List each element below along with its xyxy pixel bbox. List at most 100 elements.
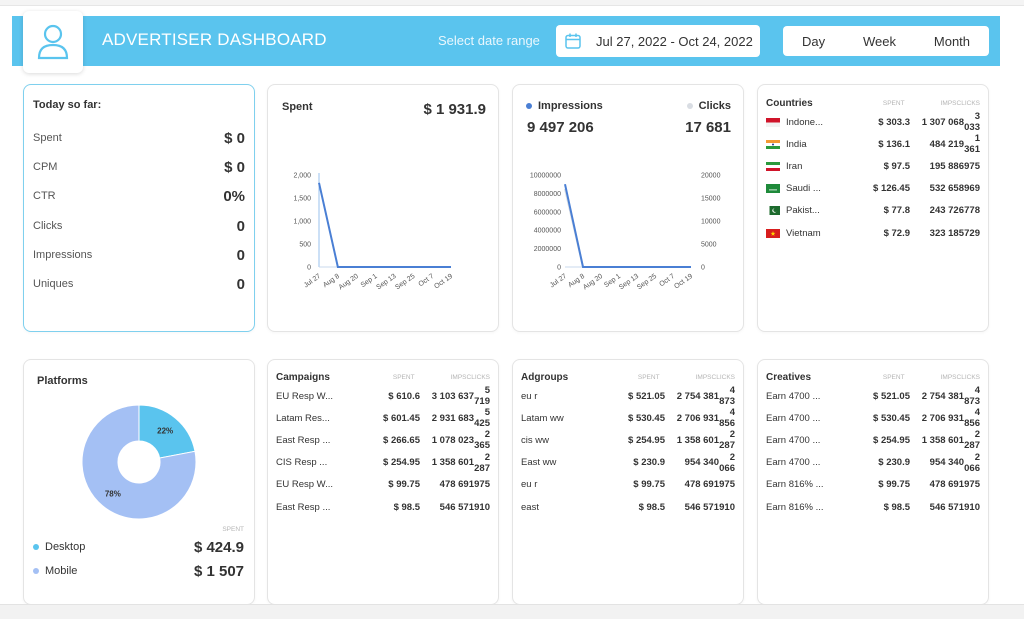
table-row[interactable]: Latam Res... $ 601.45 2 931 683 5 425: [276, 407, 490, 429]
platform-desktop: Desktop: [33, 541, 85, 553]
table-row[interactable]: eu r $ 521.05 2 754 381 4 873: [521, 385, 735, 407]
table-row[interactable]: CIS Resp ... $ 254.95 1 358 601 2 287: [276, 452, 490, 474]
table-row[interactable]: Earn 816% ... $ 99.75 478 691 975: [766, 474, 980, 496]
table-row[interactable]: Latam ww $ 530.45 2 706 931 4 856: [521, 407, 735, 429]
table-row[interactable]: Earn 4700 ... $ 230.9 954 340 2 066: [766, 452, 980, 474]
table-row[interactable]: East Resp ... $ 266.65 1 078 023 2 365: [276, 429, 490, 451]
right-y-tick-label: 5000: [701, 242, 717, 249]
row-clicks: 4 873: [964, 385, 980, 408]
table-row[interactable]: Earn 4700 ... $ 254.95 1 358 601 2 287: [766, 429, 980, 451]
row-name: Earn 4700 ...: [766, 457, 821, 469]
table-row[interactable]: Pakist... $ 77.8 243 726 778: [766, 200, 980, 222]
row-clicks: 729: [964, 227, 980, 239]
row-name: Pakist...: [766, 205, 850, 216]
table-row[interactable]: East Resp ... $ 98.5 546 571 910: [276, 496, 490, 518]
column-imps: IMPS: [940, 99, 957, 107]
today-row: Clicks 0: [33, 215, 245, 237]
period-week-button[interactable]: Week: [862, 33, 896, 49]
row-name: Earn 816% ...: [766, 479, 824, 491]
period-month-button[interactable]: Month: [933, 33, 971, 49]
user-icon: [37, 24, 69, 60]
table-row[interactable]: India $ 136.1 484 219 1 361: [766, 133, 980, 155]
row-imps: 2 706 931: [676, 412, 719, 424]
period-day-button[interactable]: Day: [801, 33, 826, 49]
today-row: CPM $ 0: [33, 156, 245, 178]
table-row[interactable]: EU Resp W... $ 99.75 478 691 975: [276, 474, 490, 496]
clicks-legend: Clicks: [686, 100, 731, 112]
row-clicks: 4 856: [964, 407, 980, 430]
y-tick-label: 1,500: [293, 196, 311, 203]
table-row[interactable]: east $ 98.5 546 571 910: [521, 496, 735, 518]
table-row[interactable]: Saudi ... $ 126.45 532 658 969: [766, 178, 980, 200]
row-spent: $ 254.95: [383, 457, 420, 469]
row-spent: $ 610.6: [388, 390, 420, 402]
header-bar: ADVERTISER DASHBOARD Select date range J…: [12, 11, 1000, 73]
row-name: India: [766, 139, 850, 150]
table-row[interactable]: cis ww $ 254.95 1 358 601 2 287: [521, 429, 735, 451]
row-clicks: 5 719: [474, 385, 490, 408]
creatives-title: Creatives: [766, 371, 812, 383]
calendar-icon: [560, 28, 586, 54]
row-spent: $ 254.95: [628, 434, 665, 446]
table-row[interactable]: Vietnam $ 72.9 323 185 729: [766, 222, 980, 244]
row-name: Earn 4700 ...: [766, 412, 821, 424]
row-clicks: 3 033: [964, 111, 980, 134]
row-imps: 484 219: [929, 138, 964, 150]
avatar[interactable]: [23, 11, 83, 73]
row-spent: $ 530.45: [873, 412, 910, 424]
creatives-header: Creatives SPENT IMPS CLICKS: [766, 369, 980, 385]
platform-row-desktop: Desktop $ 424.9: [33, 536, 244, 558]
left-y-tick-label: 2000000: [534, 246, 561, 253]
row-imps: 2 931 683: [431, 412, 474, 424]
mobile-slice-label: 78%: [105, 490, 121, 499]
vietnam-flag-icon: [766, 228, 780, 238]
row-imps: 1 358 601: [676, 434, 719, 446]
row-name: CIS Resp ...: [276, 457, 328, 469]
row-spent: $ 601.45: [383, 412, 420, 424]
row-imps: 1 358 601: [921, 434, 964, 446]
row-imps: 478 691: [684, 479, 719, 491]
date-range-picker[interactable]: Jul 27, 2022 - Oct 24, 2022: [556, 25, 760, 57]
row-name: East Resp ...: [276, 501, 331, 513]
y-tick-label: 0: [307, 265, 311, 272]
column-spent: SPENT: [392, 373, 415, 381]
row-name: Iran: [766, 161, 850, 172]
table-row[interactable]: Earn 4700 ... $ 530.45 2 706 931 4 856: [766, 407, 980, 429]
table-row[interactable]: East ww $ 230.9 954 340 2 066: [521, 452, 735, 474]
impressions-chart: 0 2000000 4000000 6000000 8000000 10000000 0 50…: [530, 173, 721, 292]
clicks-total: 17 681: [685, 119, 731, 136]
today-value: $ 0: [224, 158, 245, 176]
table-row[interactable]: EU Resp W... $ 610.6 3 103 637 5 719: [276, 385, 490, 407]
impressions-dot: [526, 103, 532, 110]
clicks-label: Clicks: [698, 100, 731, 112]
countries-title: Countries: [766, 97, 813, 109]
table-row[interactable]: Earn 816% ... $ 98.5 546 571 910: [766, 496, 980, 518]
column-imps: IMPS: [940, 373, 957, 381]
row-imps: 478 691: [439, 479, 474, 491]
today-value: 0: [236, 275, 245, 293]
today-row: CTR 0%: [33, 185, 245, 207]
row-name: Earn 4700 ...: [766, 434, 821, 446]
date-range-label: Select date range: [438, 33, 540, 48]
date-range-value: Jul 27, 2022 - Oct 24, 2022: [596, 33, 753, 49]
column-imps: IMPS: [695, 373, 712, 381]
row-spent: $ 530.45: [628, 412, 665, 424]
table-row[interactable]: eu r $ 99.75 478 691 975: [521, 474, 735, 496]
impressions-legend: Impressions: [526, 100, 603, 112]
table-row[interactable]: Iran $ 97.5 195 886 975: [766, 155, 980, 177]
today-row: Impressions 0: [33, 244, 245, 266]
row-imps: 546 571: [439, 501, 474, 513]
creatives-card: Creatives SPENT IMPS CLICKS Earn 4700 ..…: [757, 359, 989, 605]
clicks-dot: [686, 103, 693, 110]
row-clicks: 2 287: [964, 429, 980, 452]
row-spent: $ 97.5: [883, 160, 910, 172]
left-y-tick-label: 8000000: [534, 191, 561, 198]
row-clicks: 975: [964, 479, 980, 491]
pakistan-flag-icon: [766, 206, 780, 216]
table-row[interactable]: Indone... $ 303.3 1 307 068 3 033: [766, 111, 980, 133]
row-imps: 1 078 023: [431, 434, 474, 446]
row-name: Latam Res...: [276, 412, 330, 424]
table-row[interactable]: Earn 4700 ... $ 521.05 2 754 381 4 873: [766, 385, 980, 407]
campaigns-header: Campaigns SPENT IMPS CLICKS: [276, 369, 490, 385]
row-imps: 478 691: [929, 479, 964, 491]
